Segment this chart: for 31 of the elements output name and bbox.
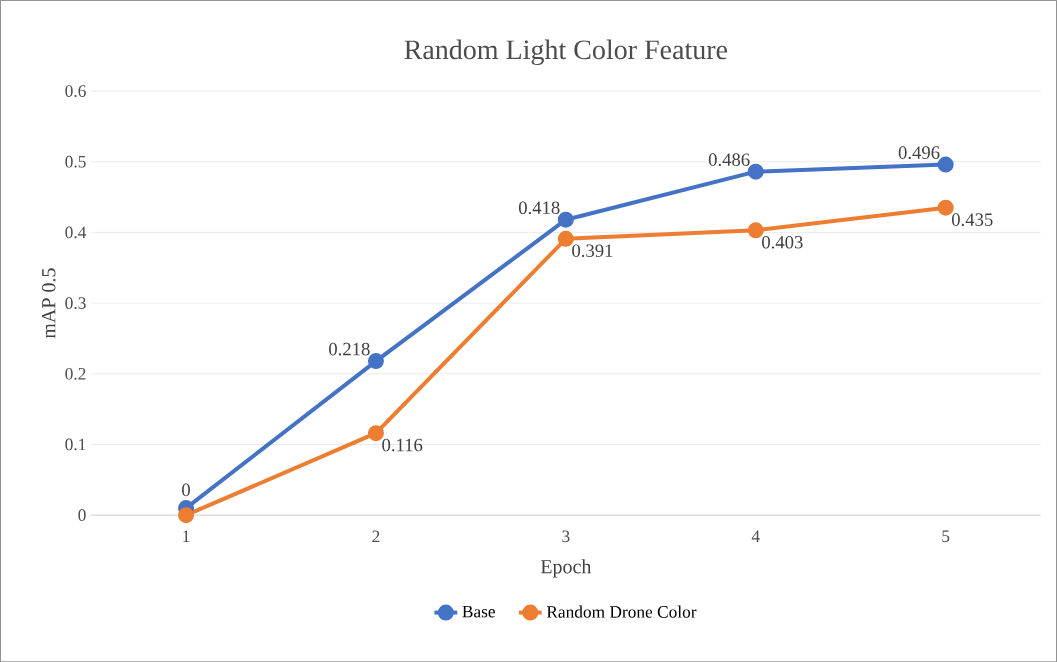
y-tick-label: 0.2: [65, 367, 86, 380]
data-label: 0.116: [382, 438, 423, 452]
point: [367, 425, 384, 442]
data-label: 0.496: [898, 146, 940, 159]
data-label: 0.435: [951, 213, 993, 226]
data-label: 0.418: [518, 201, 560, 214]
y-tick-label: 0.3: [65, 297, 86, 309]
x-tick-label: 1: [183, 530, 190, 542]
x-tick-label: 2: [372, 530, 380, 542]
y-tick-label: 0.5: [65, 155, 86, 168]
data-label: 0.391: [572, 244, 613, 257]
chart-title: Random Light Color Feature: [404, 39, 728, 65]
point: [747, 222, 764, 239]
point: [178, 507, 195, 524]
y-tick-label: 0.1: [65, 438, 86, 451]
x-tick-label: 4: [751, 530, 760, 542]
y-tick-label: 0.6: [65, 85, 86, 97]
y-axis-title: mAP 0.5: [41, 268, 56, 339]
legend-label: Random Drone Color: [546, 605, 697, 618]
data-label: 0: [182, 483, 190, 497]
data-label: 0.486: [708, 153, 750, 166]
x-tick-label: 5: [942, 530, 950, 542]
data-label: 0.218: [329, 342, 370, 356]
point: [557, 230, 574, 247]
y-tick-label: 0.4: [65, 226, 87, 239]
legend-label: Base: [462, 605, 495, 618]
x-tick-label: 3: [562, 530, 570, 543]
x-axis-title: Epoch: [540, 559, 592, 578]
point: [937, 199, 954, 216]
data-label: 0.403: [762, 235, 803, 249]
y-tick-label: 0: [78, 509, 86, 521]
